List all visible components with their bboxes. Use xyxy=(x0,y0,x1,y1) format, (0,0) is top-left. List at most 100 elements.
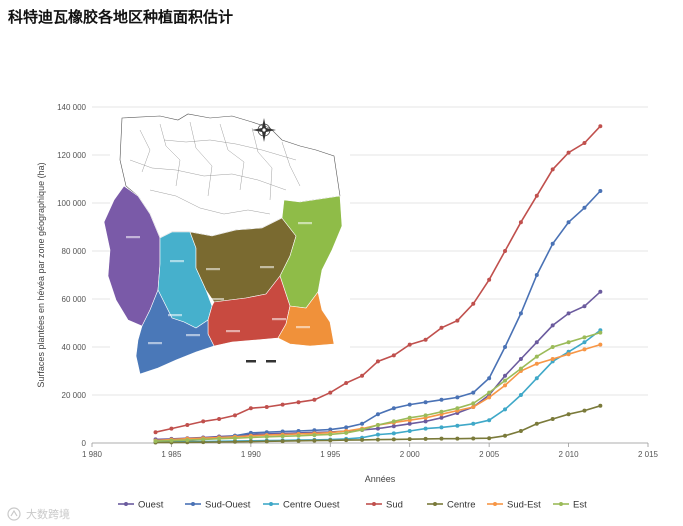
data-point-centre xyxy=(439,436,444,441)
data-point-centre xyxy=(534,421,539,426)
data-point-ouest xyxy=(550,323,555,328)
map-region-label xyxy=(296,326,310,329)
data-point-centre xyxy=(487,436,492,441)
data-point-centre-ouest xyxy=(407,429,412,433)
data-point-sud-est xyxy=(534,361,539,366)
data-point-sud-ouest xyxy=(407,402,412,407)
data-point-sud-est xyxy=(487,395,492,400)
data-point-est xyxy=(391,419,396,424)
data-point-sud-ouest xyxy=(264,430,269,435)
data-point-est xyxy=(201,437,206,442)
legend-item-centre: Centre xyxy=(427,500,476,511)
data-point-centre xyxy=(248,439,253,444)
legend-item-est: Est xyxy=(553,500,587,511)
legend-swatch-marker xyxy=(269,502,273,506)
legend-item-ouest: Ouest xyxy=(118,500,164,511)
data-point-centre xyxy=(312,438,317,443)
data-point-sud-ouest xyxy=(248,430,253,435)
legend-item-sud: Sud xyxy=(366,500,403,511)
x-tick-label: 1 995 xyxy=(320,450,341,459)
map-region-label xyxy=(210,298,224,301)
legend-item-sud-est: Sud-Est xyxy=(487,500,541,511)
map-scale-bar-segment xyxy=(276,360,286,363)
map-region-sud-ouest xyxy=(135,289,215,375)
data-point-est xyxy=(487,390,492,395)
map-region-sud-est xyxy=(277,291,335,347)
data-point-ouest xyxy=(582,304,587,309)
data-point-sud-ouest xyxy=(344,425,349,430)
data-point-sud-ouest xyxy=(391,406,396,411)
data-point-centre xyxy=(423,436,428,441)
data-point-est xyxy=(550,345,555,349)
watermark-text: 大数跨境 xyxy=(26,507,70,521)
data-point-sud xyxy=(201,419,206,424)
data-point-est xyxy=(248,435,253,440)
data-point-ouest xyxy=(375,426,380,431)
map-region-est xyxy=(279,195,343,309)
data-point-est xyxy=(503,378,508,383)
data-point-sud-ouest xyxy=(296,429,301,433)
data-point-centre xyxy=(566,412,571,417)
data-point-centre xyxy=(344,438,349,443)
legend-label: Sud xyxy=(386,500,403,511)
data-point-sud-est xyxy=(582,347,587,352)
map-region-label xyxy=(206,268,220,271)
y-axis-title: Surfaces plantées en hévéa par zone géog… xyxy=(36,162,46,387)
map-region-label xyxy=(298,222,312,225)
data-point-sud xyxy=(439,325,444,330)
data-point-sud-est xyxy=(503,383,508,388)
data-point-centre xyxy=(201,440,206,445)
data-point-sud xyxy=(391,353,396,358)
data-point-sud xyxy=(407,342,412,347)
data-point-sud-ouest xyxy=(423,400,428,405)
x-tick-label: 2 000 xyxy=(400,450,421,459)
data-point-est xyxy=(598,330,603,335)
data-point-sud xyxy=(375,359,380,364)
data-point-ouest xyxy=(407,421,412,426)
data-point-centre xyxy=(328,438,333,443)
data-point-centre-ouest xyxy=(582,340,587,345)
y-tick-label: 120 000 xyxy=(57,151,86,160)
map-north-boundaries xyxy=(129,121,301,215)
legend-label: Sud-Ouest xyxy=(205,500,251,511)
map-region-label xyxy=(260,266,274,269)
map-region-label xyxy=(148,342,162,345)
map-region-label xyxy=(272,318,286,321)
data-point-centre-ouest xyxy=(503,407,508,412)
y-tick-label: 20 000 xyxy=(62,391,87,400)
data-point-centre xyxy=(375,437,380,442)
series-sud xyxy=(153,124,603,435)
data-point-est xyxy=(455,406,460,411)
map-region-label xyxy=(226,330,240,333)
data-point-centre-ouest xyxy=(534,376,539,381)
data-point-ouest xyxy=(534,340,539,345)
region-map-inset xyxy=(103,112,350,375)
data-point-est xyxy=(439,409,444,414)
data-point-sud xyxy=(550,167,555,172)
data-point-est xyxy=(344,430,349,435)
data-point-centre xyxy=(391,437,396,442)
data-point-centre-ouest xyxy=(439,425,444,430)
series-est xyxy=(153,330,603,444)
data-point-centre-ouest xyxy=(423,426,428,431)
data-point-sud xyxy=(598,124,603,129)
data-point-centre-ouest xyxy=(375,432,380,437)
map-region-label xyxy=(168,314,182,317)
data-point-est xyxy=(264,434,269,439)
x-tick-label: 1 990 xyxy=(241,450,262,459)
data-point-est xyxy=(185,438,190,443)
data-point-centre xyxy=(264,439,269,444)
data-point-centre xyxy=(232,439,237,444)
legend-item-centre-ouest: Centre Ouest xyxy=(263,500,340,511)
x-tick-label: 2 005 xyxy=(479,450,500,459)
data-point-sud xyxy=(185,423,190,427)
data-point-sud xyxy=(169,426,174,431)
y-tick-label: 0 xyxy=(82,439,87,448)
data-point-ouest xyxy=(518,357,523,361)
data-point-centre xyxy=(518,429,523,433)
legend-swatch-marker xyxy=(124,502,128,506)
data-point-sud-ouest xyxy=(360,421,365,426)
watermark-logo-icon xyxy=(7,507,21,521)
data-point-sud xyxy=(248,406,253,411)
data-point-centre xyxy=(217,440,222,445)
